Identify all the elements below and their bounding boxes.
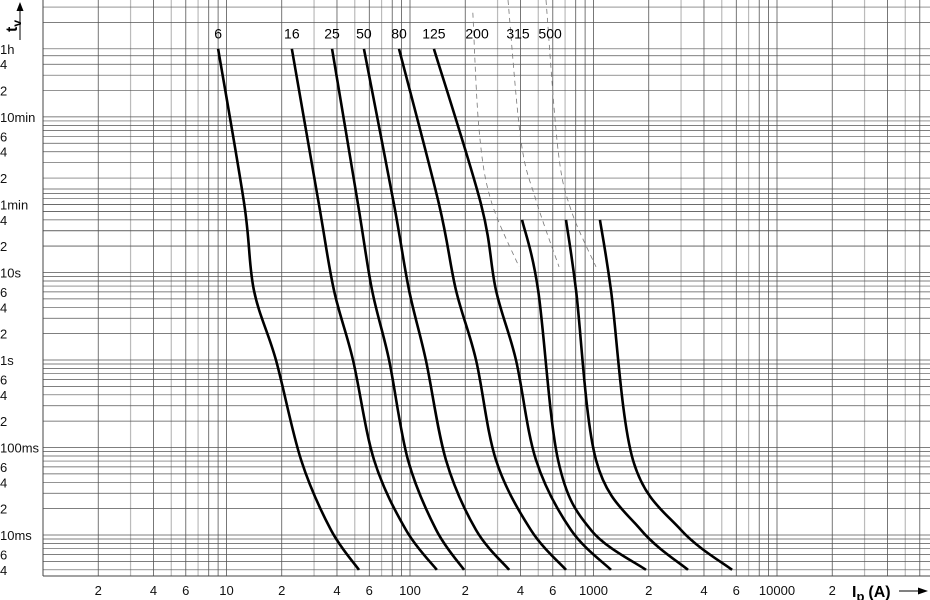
y-tick-label: 2 xyxy=(0,84,7,99)
curve-label: 50 xyxy=(356,26,372,42)
x-axis-label-main: I xyxy=(852,584,856,600)
x-tick-label: 2 xyxy=(95,583,102,598)
curve-label: 315 xyxy=(506,26,530,42)
x-tick-label: 2 xyxy=(645,583,652,598)
curve-labels: 6 16 25 50 80 125 200 315 500 xyxy=(214,26,562,42)
x-tick-label: 100 xyxy=(399,583,421,598)
x-axis-arrow-head xyxy=(918,587,928,595)
series-curve-6 xyxy=(216,48,361,571)
curve-label: 25 xyxy=(324,26,340,42)
y-tick-label: 4 xyxy=(0,300,7,315)
y-tick-label: 2 xyxy=(0,414,7,429)
curve-label: 125 xyxy=(422,26,446,42)
y-tick-label: 4 xyxy=(0,563,7,578)
y-tick-label: 2 xyxy=(0,171,7,186)
x-tick-label: 10000 xyxy=(759,583,795,598)
x-axis-label-sub: p xyxy=(856,589,864,600)
x-tick-label: 4 xyxy=(700,583,707,598)
series-curve-125 xyxy=(432,48,612,571)
y-tick-labels: 1h4210min6421min4210s6421s642100ms64210m… xyxy=(0,42,40,578)
y-tick-label: 6 xyxy=(0,372,7,387)
series-curve-50 xyxy=(362,48,511,571)
y-axis-label-main: t xyxy=(4,26,21,32)
x-tick-label: 2 xyxy=(462,583,469,598)
series-curve-dashed xyxy=(545,0,597,268)
y-tick-label: 4 xyxy=(0,475,7,490)
y-tick-label: 2 xyxy=(0,239,7,254)
y-tick-label: 4 xyxy=(0,145,7,160)
y-tick-label: 1h xyxy=(0,42,14,57)
y-tick-label: 6 xyxy=(0,460,7,475)
svg-text:Ip(A): Ip (A) xyxy=(852,584,891,600)
y-axis-label: tv xyxy=(4,2,24,40)
y-tick-label: 10min xyxy=(0,110,35,125)
y-tick-label: 10ms xyxy=(0,528,32,543)
x-axis-label-unit: (A) xyxy=(868,584,890,600)
y-tick-label: 100ms xyxy=(0,441,40,456)
svg-text:tv: tv xyxy=(4,20,24,32)
curve-label: 6 xyxy=(214,26,222,42)
x-tick-label: 10 xyxy=(219,583,233,598)
curve-label: 200 xyxy=(465,26,489,42)
x-tick-label: 4 xyxy=(333,583,340,598)
y-axis-label-sub: v xyxy=(10,20,24,27)
curve-label: 80 xyxy=(391,26,407,42)
x-tick-label: 6 xyxy=(733,583,740,598)
x-tick-label: 4 xyxy=(150,583,157,598)
x-tick-label: 2 xyxy=(829,583,836,598)
series-curve-16 xyxy=(290,48,438,571)
x-tick-labels: 2 4 6 10 2 4 6 100 2 4 6 1000 2 4 6 10000 2 xyxy=(95,583,836,598)
curve-label: 500 xyxy=(538,26,562,42)
y-tick-label: 2 xyxy=(0,327,7,342)
series-curve-dashed xyxy=(507,0,560,267)
y-tick-label: 4 xyxy=(0,213,7,228)
x-tick-label: 1000 xyxy=(579,583,608,598)
series-curve-315 xyxy=(564,219,689,571)
y-tick-label: 6 xyxy=(0,285,7,300)
x-axis-label: Ip (A) xyxy=(852,584,928,600)
series-curve-dashed xyxy=(472,12,520,268)
curves xyxy=(216,0,733,571)
y-axis-arrow-head xyxy=(16,2,24,11)
y-tick-label: 4 xyxy=(0,388,7,403)
grid xyxy=(42,0,930,577)
curve-label: 16 xyxy=(284,26,300,42)
series-curve-200 xyxy=(520,219,647,571)
y-tick-label: 6 xyxy=(0,547,7,562)
y-tick-label: 6 xyxy=(0,129,7,144)
x-tick-label: 6 xyxy=(549,583,556,598)
x-tick-label: 4 xyxy=(517,583,524,598)
y-tick-label: 1s xyxy=(0,353,14,368)
x-tick-label: 2 xyxy=(278,583,285,598)
series-curve-80 xyxy=(397,48,567,571)
y-tick-label: 1min xyxy=(0,197,28,212)
x-tick-label: 6 xyxy=(182,583,189,598)
series-curve-500 xyxy=(598,219,733,571)
y-tick-label: 10s xyxy=(0,266,21,281)
y-tick-label: 4 xyxy=(0,57,7,72)
y-tick-label: 2 xyxy=(0,502,7,517)
series-curve-25 xyxy=(330,48,466,571)
x-tick-label: 6 xyxy=(366,583,373,598)
